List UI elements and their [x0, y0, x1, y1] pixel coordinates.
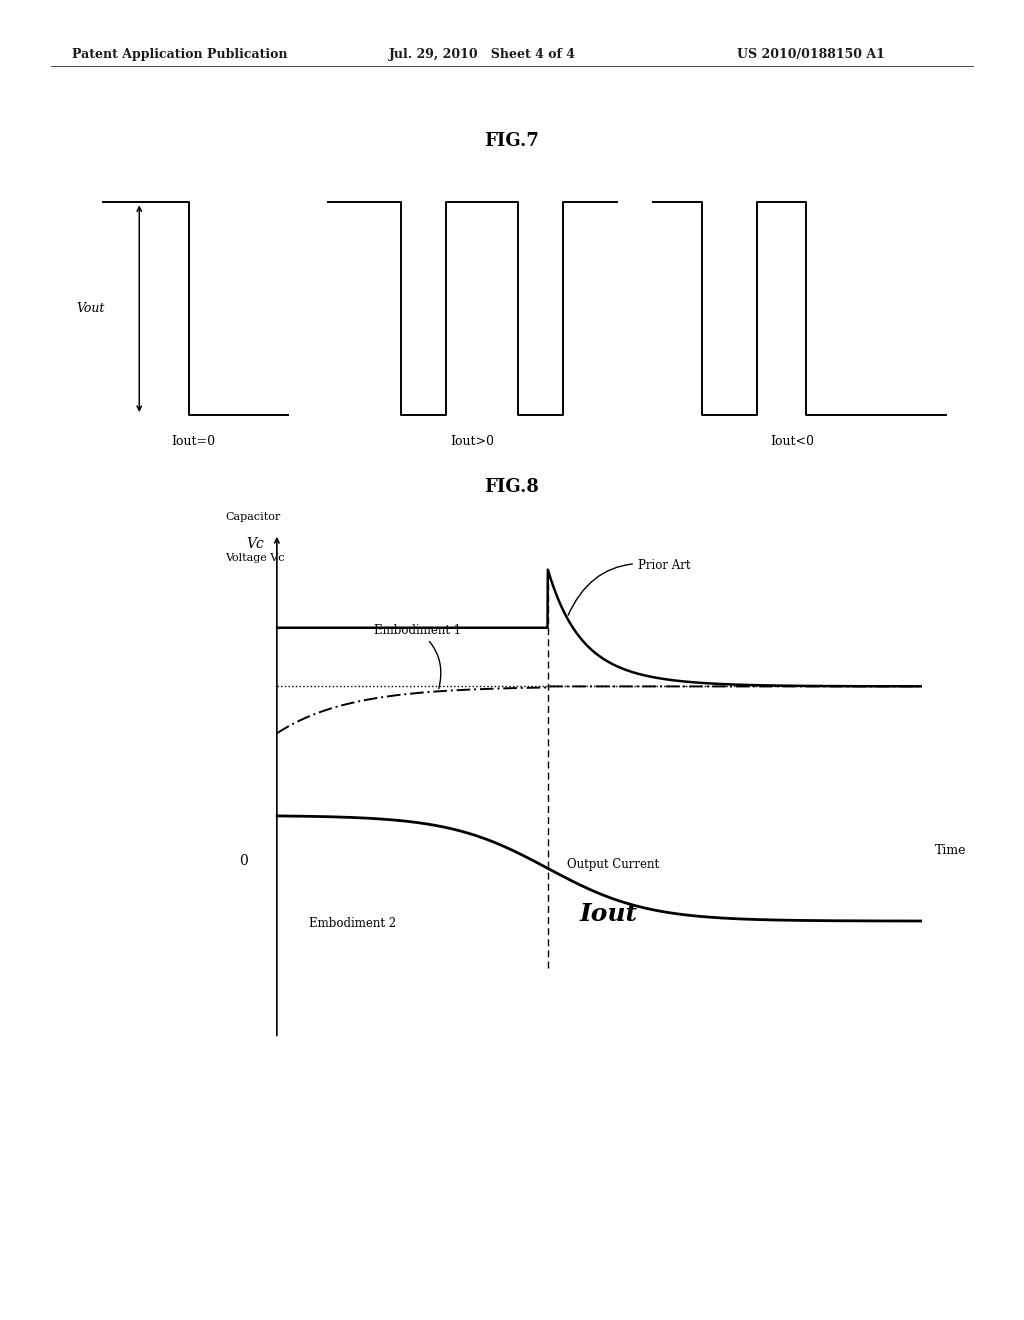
Text: Iout>0: Iout>0	[451, 436, 495, 449]
Text: Iout: Iout	[580, 902, 638, 927]
Text: Output Current: Output Current	[567, 858, 659, 871]
Text: Capacitor: Capacitor	[225, 512, 281, 523]
Text: Time: Time	[935, 845, 966, 857]
Text: FIG.7: FIG.7	[484, 132, 540, 150]
Text: FIG.8: FIG.8	[484, 478, 540, 496]
Text: Patent Application Publication: Patent Application Publication	[72, 48, 287, 61]
Text: US 2010/0188150 A1: US 2010/0188150 A1	[737, 48, 885, 61]
Text: Voltage Vc: Voltage Vc	[225, 553, 285, 564]
Text: Vout: Vout	[76, 302, 104, 315]
Text: 0: 0	[239, 854, 248, 867]
Text: Iout<0: Iout<0	[771, 436, 814, 449]
Text: Iout=0: Iout=0	[171, 436, 215, 449]
Text: Embodiment 2: Embodiment 2	[309, 917, 396, 929]
Text: Vc: Vc	[246, 537, 264, 552]
Text: Prior Art: Prior Art	[568, 560, 690, 615]
Text: Embodiment 1: Embodiment 1	[374, 623, 461, 689]
Text: Jul. 29, 2010   Sheet 4 of 4: Jul. 29, 2010 Sheet 4 of 4	[389, 48, 577, 61]
